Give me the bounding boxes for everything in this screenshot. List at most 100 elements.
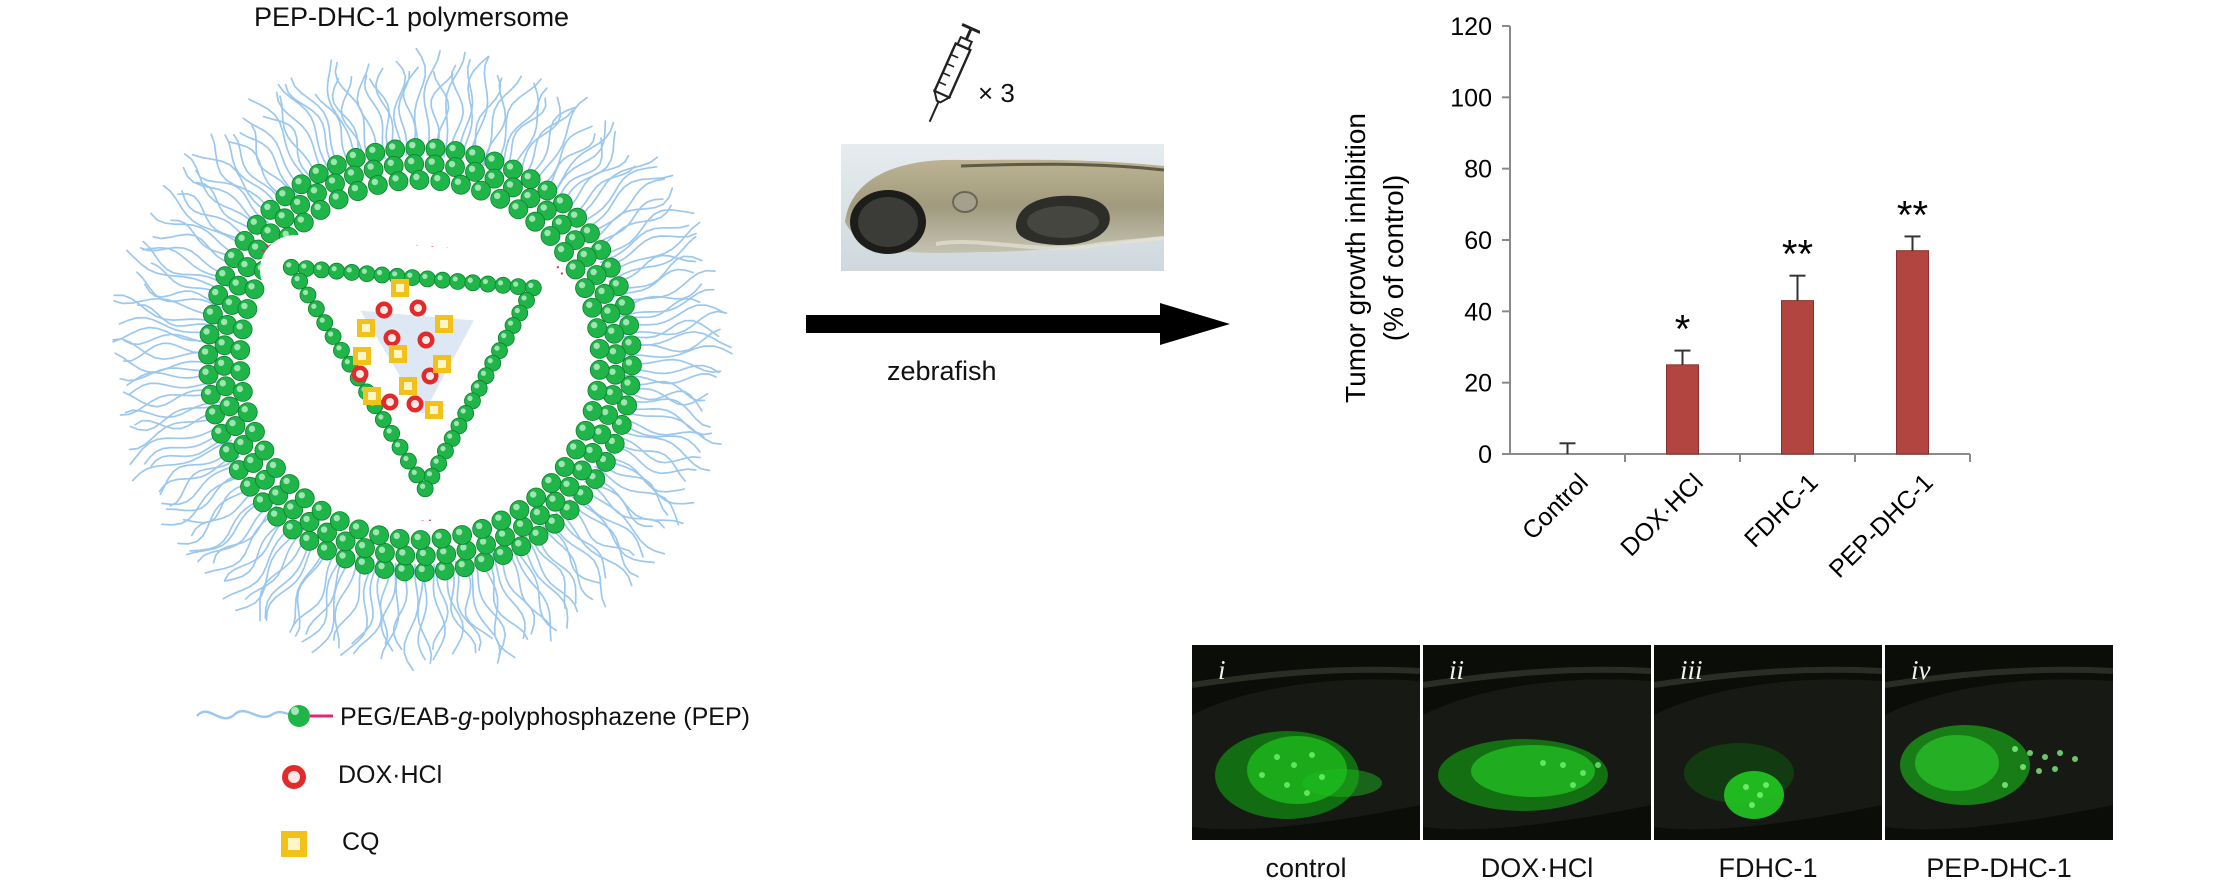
polymer-head-highlight (533, 508, 541, 516)
peg-chain (392, 60, 407, 157)
polymer-head-highlight (558, 460, 565, 468)
polymer-head-highlight (241, 302, 248, 310)
polymer-head-highlight (595, 243, 602, 251)
peg-chain (128, 381, 218, 396)
polymer-head-highlight (227, 251, 235, 259)
polymer-head-highlight (513, 503, 520, 511)
polymer-head-highlight (428, 158, 435, 165)
y-tick-label: 120 (1450, 13, 1492, 41)
peg-chain (571, 496, 655, 564)
inner-head-highlight (392, 271, 398, 277)
cq-molecule-core (438, 360, 446, 368)
inner-head-highlight (302, 289, 309, 296)
peg-chain (142, 240, 230, 288)
peg-chain (326, 59, 358, 166)
polymer-head-highlight (593, 363, 600, 371)
peg-chain (549, 517, 607, 608)
peg-chain (612, 426, 711, 472)
inner-head-highlight (453, 420, 460, 427)
polymer-head (503, 159, 523, 180)
fluorescence-panel-3: iii (1654, 645, 1882, 840)
injection-count-label: × 3 (978, 78, 1015, 108)
inner-head-highlight (467, 277, 473, 283)
polymer-head-highlight (303, 515, 310, 523)
inner-head-highlight (474, 383, 480, 389)
polymer-head-highlight (524, 172, 531, 180)
peg-chain (284, 83, 338, 174)
inner-head-highlight (480, 370, 487, 376)
polymer-head-highlight (258, 473, 266, 481)
peg-chain (113, 297, 221, 317)
polymer-head (520, 169, 541, 190)
dox-molecule-core (356, 370, 364, 378)
polymer-head (317, 540, 337, 561)
polymer-head-highlight (303, 534, 310, 542)
polymer-head (365, 142, 386, 163)
polymer-head (329, 511, 350, 532)
polymer-head (299, 530, 320, 551)
polymer-head-highlight (320, 526, 328, 533)
polymer-head (493, 545, 514, 565)
peg-chain (380, 562, 397, 652)
polymer-head-highlight (295, 178, 302, 185)
polymer-head-highlight (578, 281, 586, 289)
polymer-head (395, 545, 416, 566)
polymer-head-highlight (208, 408, 216, 415)
polymer-head-highlight (204, 388, 212, 395)
cq-molecule-core (368, 392, 376, 400)
polymer-head (279, 474, 300, 494)
inner-head-highlight (403, 455, 409, 462)
polymer-head-highlight (413, 173, 420, 181)
peg-chain (222, 521, 296, 600)
peg-chain (590, 198, 664, 249)
polymer-head-highlight (270, 510, 278, 517)
polymer-head-highlight (590, 268, 597, 276)
polymer-head-highlight (349, 151, 357, 159)
polymer-head-highlight (516, 520, 524, 527)
inner-polymer-head (479, 275, 497, 293)
polymer-head (589, 359, 610, 380)
bars (1666, 250, 1929, 455)
polymer-head (254, 440, 275, 461)
inner-head-highlight (331, 266, 337, 272)
inner-head-highlight (482, 278, 489, 285)
polymer-head-highlight (211, 288, 219, 296)
polymer-head (484, 151, 505, 172)
peg-chain (277, 83, 334, 176)
category-label-3: FDHC-1 (1739, 468, 1824, 553)
polymer-head (367, 175, 388, 195)
inner-polymer-head (299, 286, 317, 304)
peg-chain (608, 235, 697, 283)
peg-chain (541, 523, 594, 601)
peg-chain (301, 549, 346, 643)
fluorescence-image-pep-dhc (1885, 666, 2113, 830)
peg-chain (484, 553, 529, 641)
polymer-head-highlight (223, 400, 230, 407)
polymer-head (215, 376, 236, 397)
cq-molecule-core (394, 350, 402, 358)
polymer-head (375, 542, 395, 563)
peg-chain (519, 538, 569, 629)
peg-chain (136, 304, 219, 328)
peg-chain (580, 485, 666, 555)
polymer-head-highlight (398, 565, 405, 572)
polymer-head (529, 505, 550, 525)
polymer-head-highlight (524, 191, 531, 199)
polymer-head-highlight (264, 203, 271, 211)
polymer-head (559, 476, 580, 497)
polymer-head (294, 488, 315, 509)
polymer-head-highlight (475, 522, 483, 530)
inner-head-highlight (447, 433, 453, 439)
polymer-head-highlight (569, 263, 576, 270)
polymer-head-highlight (555, 218, 562, 225)
polymer-head-highlight (586, 446, 593, 454)
polymer-head-highlight (378, 546, 386, 554)
inner-head-highlight (344, 359, 350, 365)
inner-polymer-head (434, 271, 451, 289)
polymer-head-highlight (320, 544, 328, 551)
category-label-4: PEP-DHC-1 (1824, 468, 1939, 583)
peg-chain (224, 515, 289, 582)
significance-mark-3: ** (1782, 233, 1813, 277)
inner-polymer-head (374, 411, 392, 428)
inner-head-highlight (420, 483, 426, 489)
